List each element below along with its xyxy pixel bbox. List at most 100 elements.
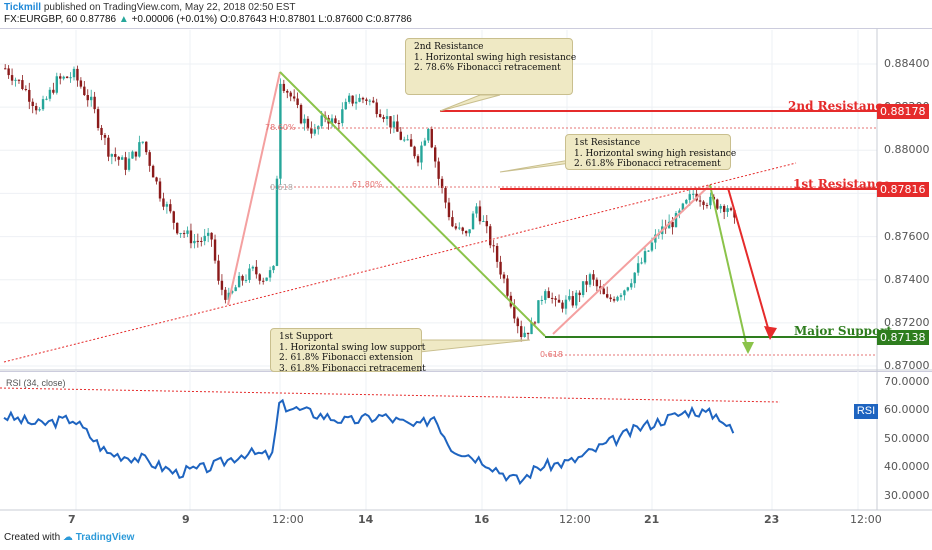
candle-body bbox=[616, 296, 619, 301]
price-tick-label: 0.87000 bbox=[884, 359, 930, 372]
candle-body bbox=[482, 221, 485, 223]
tradingview-brand[interactable]: TradingView bbox=[75, 532, 135, 543]
candle-body bbox=[578, 292, 581, 296]
candle-body bbox=[110, 154, 114, 157]
candle-body bbox=[306, 118, 310, 129]
rsi-tick-label: 40.0000 bbox=[884, 460, 930, 474]
candle-body bbox=[564, 299, 568, 309]
candle-body bbox=[716, 199, 719, 209]
first-resistance-note[interactable]: 1st Resistance 1. Horizontal swing high … bbox=[565, 134, 736, 170]
major-support-price: 0.87138 bbox=[877, 330, 929, 345]
candle-body bbox=[636, 263, 640, 273]
candle-body bbox=[10, 75, 14, 81]
candle-body bbox=[640, 262, 643, 264]
candle-body bbox=[206, 232, 210, 236]
candle-body bbox=[24, 89, 28, 91]
candle-body bbox=[120, 157, 124, 160]
candle-body bbox=[495, 245, 499, 262]
candle-body bbox=[726, 208, 729, 212]
candle-body bbox=[7, 68, 10, 76]
major-support-label: Major Support bbox=[794, 324, 892, 338]
candle-body bbox=[406, 139, 409, 141]
second-resistance-note[interactable]: 2nd Resistance 1. Horizontal swing high … bbox=[405, 38, 576, 95]
candle-body bbox=[227, 292, 230, 300]
candle-body bbox=[396, 121, 399, 132]
candle-body bbox=[533, 322, 537, 324]
candle-body bbox=[176, 222, 179, 234]
candle-body bbox=[248, 268, 251, 280]
note-line: 2. 78.6% Fibonacci retracement bbox=[414, 63, 561, 73]
candle-body bbox=[79, 80, 83, 87]
candle-body bbox=[654, 234, 657, 243]
candle-body bbox=[241, 275, 244, 281]
candle-body bbox=[196, 240, 200, 242]
candle-body bbox=[124, 157, 127, 170]
candle-body bbox=[320, 115, 323, 127]
candle-body bbox=[83, 86, 86, 96]
candle-body bbox=[237, 275, 241, 288]
candle-body bbox=[48, 89, 52, 99]
publisher-name[interactable]: Tickmill bbox=[4, 2, 42, 13]
fib-786-label: 78.60% bbox=[265, 123, 296, 132]
candle-body bbox=[430, 129, 433, 148]
ohlc-values: O:0.87643 H:0.87801 L:0.87600 C:0.87786 bbox=[220, 14, 412, 25]
change-value: +0.00006 (+0.01%) bbox=[131, 14, 218, 25]
rsi-tick-label: 50.0000 bbox=[884, 431, 930, 445]
candle-body bbox=[52, 89, 55, 93]
candle-body bbox=[186, 230, 189, 234]
candle-body bbox=[416, 156, 420, 163]
candle-body bbox=[547, 291, 550, 298]
candle-body bbox=[619, 295, 623, 297]
candle-body bbox=[76, 68, 79, 81]
candle-body bbox=[286, 90, 289, 93]
candle-body bbox=[59, 76, 62, 79]
candle-body bbox=[606, 294, 609, 298]
candle-body bbox=[351, 95, 354, 104]
candle-body bbox=[526, 332, 530, 335]
candle-body bbox=[692, 193, 695, 195]
note-line: 3. 61.8% Fibonacci retracement bbox=[279, 363, 426, 374]
candle-body bbox=[31, 101, 34, 107]
candle-body bbox=[155, 177, 158, 182]
second-resistance-label: 2nd Resistance bbox=[788, 99, 891, 113]
symbol[interactable]: FX:EURGBP, 60 bbox=[4, 14, 78, 25]
price-panel[interactable] bbox=[0, 28, 932, 371]
rsi-badge[interactable]: RSI bbox=[854, 404, 878, 419]
candle-body bbox=[34, 106, 38, 111]
candle-body bbox=[138, 142, 141, 157]
candle-body bbox=[643, 251, 647, 263]
swing-line-up-2 bbox=[552, 184, 711, 335]
candle-body bbox=[117, 156, 120, 160]
note-pointer-2nd bbox=[439, 94, 501, 112]
candle-body bbox=[262, 280, 265, 282]
footer: Created with ☁ TradingView bbox=[4, 532, 134, 543]
candle-body bbox=[127, 158, 131, 170]
candle-body bbox=[585, 281, 588, 285]
candle-body bbox=[568, 296, 571, 300]
candle-body bbox=[28, 89, 31, 102]
candle-body bbox=[705, 205, 709, 207]
publish-info: Tickmill published on TradingView.com, M… bbox=[4, 2, 295, 13]
candle-body bbox=[671, 221, 674, 228]
created-with-text: Created with bbox=[4, 532, 61, 543]
published-text: published on TradingView.com, May 22, 20… bbox=[43, 2, 296, 13]
first-support-note[interactable]: 1st Support 1. Horizontal swing low supp… bbox=[270, 328, 426, 374]
candle-body bbox=[193, 240, 196, 244]
candle-body bbox=[165, 204, 169, 207]
candle-body bbox=[575, 292, 578, 306]
candle-body bbox=[633, 272, 636, 284]
note-line: 2nd Resistance bbox=[414, 42, 484, 52]
candle-body bbox=[41, 99, 45, 110]
candle-body bbox=[17, 79, 21, 81]
candle-body bbox=[722, 205, 726, 212]
candle-body bbox=[516, 318, 519, 327]
candle-body bbox=[358, 97, 361, 102]
rsi-panel[interactable] bbox=[0, 371, 932, 512]
candle-body bbox=[103, 134, 107, 138]
time-tick-label: 12:00 bbox=[559, 513, 591, 526]
rsi-tick-label: 70.0000 bbox=[884, 374, 930, 388]
trendline-support bbox=[3, 162, 797, 363]
candle-body bbox=[100, 127, 103, 135]
candle-body bbox=[403, 139, 406, 141]
